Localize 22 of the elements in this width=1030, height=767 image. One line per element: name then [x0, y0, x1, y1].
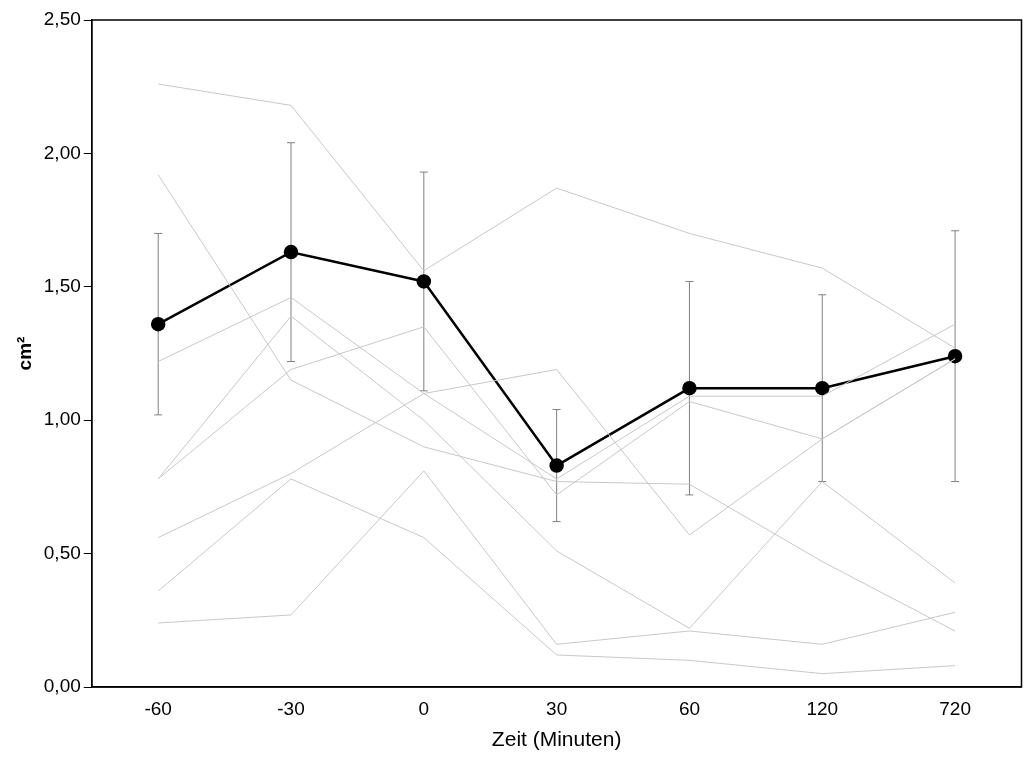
x-tick-label: 30	[546, 697, 568, 719]
y-axis-title: cm²	[13, 336, 35, 371]
y-tick-label: 1,00	[43, 408, 81, 430]
point	[682, 380, 697, 396]
point	[416, 274, 432, 289]
x-tick-label: 720	[939, 697, 971, 719]
point	[549, 458, 564, 473]
x-tick-label: 0	[418, 697, 430, 719]
point	[947, 348, 963, 364]
point	[815, 380, 830, 396]
point	[150, 316, 166, 332]
x-tick-label: -60	[144, 697, 172, 719]
point	[283, 244, 299, 260]
y-tick-label: 2,00	[43, 141, 81, 163]
x-tick-label: 120	[806, 697, 839, 719]
y-tick-label: 2,50	[43, 8, 81, 30]
y-tick-label: 0,50	[43, 541, 81, 563]
x-tick-label: 60	[678, 697, 701, 719]
y-tick-label: 1,50	[43, 275, 81, 297]
x-axis-title: Zeit (Minuten)	[491, 727, 622, 751]
x-tick-label: -30	[277, 697, 305, 719]
y-tick-label: 0,00	[43, 675, 81, 697]
